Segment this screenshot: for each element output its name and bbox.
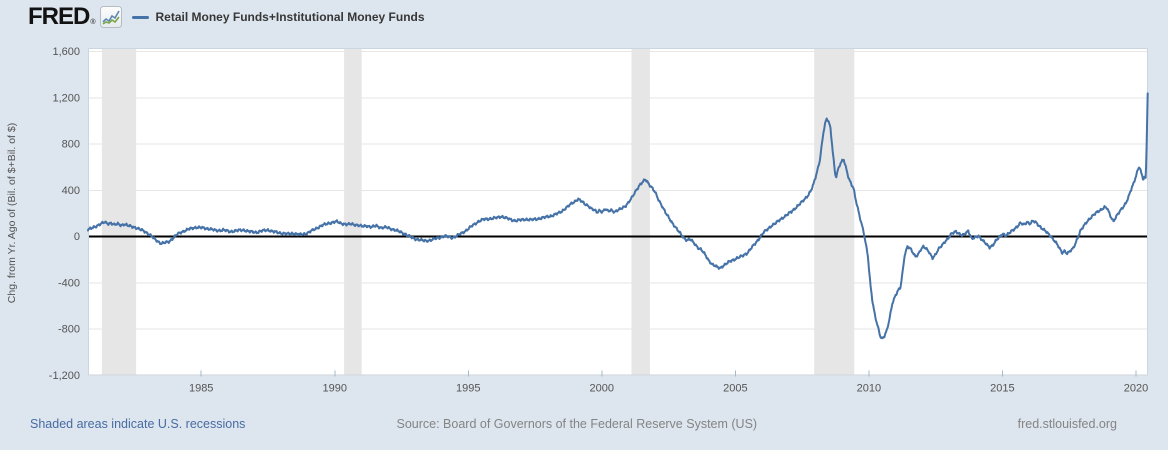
y-tick-label: -800 bbox=[58, 324, 80, 336]
recession-band bbox=[814, 48, 855, 376]
fred-site-link[interactable]: fred.stlouisfed.org bbox=[1017, 417, 1117, 431]
x-tick-label: 1985 bbox=[189, 383, 213, 395]
y-tick-label: -1,200 bbox=[49, 370, 80, 382]
recession-band bbox=[101, 48, 137, 376]
y-tick-label: 400 bbox=[62, 185, 80, 197]
y-tick-label: -400 bbox=[58, 277, 80, 289]
chart-footer: Shaded areas indicate U.S. recessions So… bbox=[0, 412, 1168, 438]
y-tick-label: 800 bbox=[62, 139, 80, 151]
x-tick-label: 1995 bbox=[456, 383, 480, 395]
fred-logo[interactable]: FRED ® bbox=[28, 5, 96, 29]
x-tick-label: 2020 bbox=[1124, 383, 1148, 395]
recession-band bbox=[344, 48, 362, 376]
x-tick-label: 2010 bbox=[857, 383, 881, 395]
line-chart-icon bbox=[99, 6, 122, 28]
fred-logo-text: FRED bbox=[28, 3, 90, 30]
x-tick-label: 2005 bbox=[723, 383, 747, 395]
chart-header: FRED ® Retail Money Funds+Institutional … bbox=[28, 4, 425, 30]
registered-trademark-icon: ® bbox=[90, 19, 96, 26]
x-tick-label: 2000 bbox=[590, 383, 614, 395]
y-tick-label: 1,200 bbox=[52, 92, 80, 104]
y-tick-label: 0 bbox=[74, 231, 80, 243]
legend-series-label: Retail Money Funds+Institutional Money F… bbox=[155, 10, 425, 24]
recessions-note-link[interactable]: Shaded areas indicate U.S. recessions bbox=[30, 417, 246, 431]
data-line bbox=[87, 92, 1149, 340]
y-tick-label: 1,600 bbox=[52, 46, 80, 58]
legend: Retail Money Funds+Institutional Money F… bbox=[131, 10, 425, 24]
legend-line-swatch bbox=[131, 15, 149, 19]
x-tick-label: 1990 bbox=[323, 383, 347, 395]
source-note: Source: Board of Governors of the Federa… bbox=[396, 417, 758, 431]
x-tick-label: 2015 bbox=[990, 383, 1014, 395]
plot-border bbox=[88, 48, 1148, 376]
recession-band bbox=[631, 48, 650, 376]
chart-plot[interactable]: 1,600 1,200 800 400 0 -400 -800 -1,200 1985 1990 1… bbox=[0, 0, 1168, 402]
